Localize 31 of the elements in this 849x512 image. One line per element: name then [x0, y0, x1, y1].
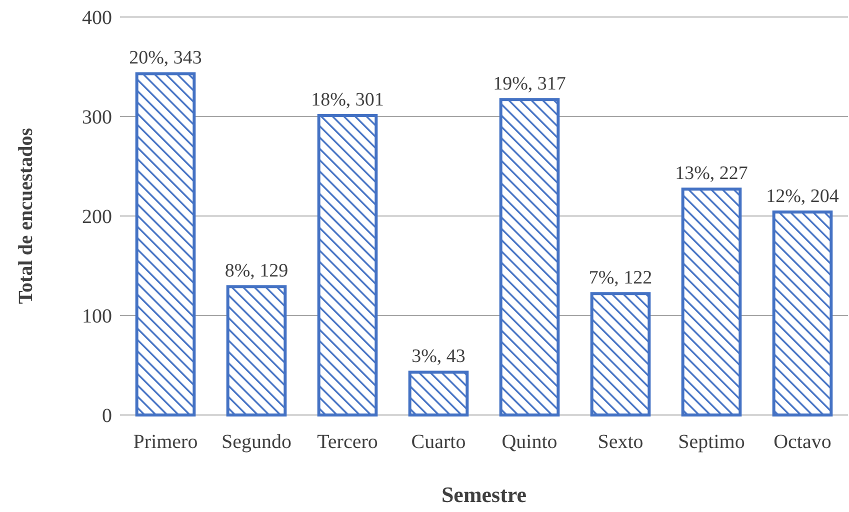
data-label: 7%, 122	[588, 268, 652, 289]
x-tick-label: Segundo	[222, 431, 292, 453]
bar	[772, 210, 833, 416]
x-tick-label: Septimo	[678, 431, 745, 453]
y-tick-label: 0	[102, 405, 112, 427]
y-tick-label: 400	[82, 7, 112, 29]
bar	[590, 292, 651, 416]
y-tick-label: 300	[82, 106, 112, 128]
x-tick-label: Tercero	[317, 431, 378, 453]
data-label: 3%, 43	[412, 346, 466, 368]
bar	[317, 114, 378, 416]
bar	[499, 98, 560, 416]
x-tick-label: Cuarto	[411, 431, 466, 453]
x-tick-label: Quinto	[502, 431, 558, 453]
data-label: 13%, 227	[675, 163, 748, 184]
x-tick-label: Primero	[133, 431, 198, 453]
x-tick-label: Octavo	[774, 431, 832, 453]
bar	[226, 285, 287, 416]
y-tick-label: 200	[82, 206, 112, 228]
bar	[408, 370, 469, 416]
bar	[135, 72, 196, 416]
y-tick-label: 100	[82, 306, 112, 328]
data-label: 18%, 301	[311, 90, 384, 111]
data-label: 12%, 204	[766, 186, 840, 208]
data-label: 20%, 343	[129, 48, 202, 69]
data-label: 8%, 129	[224, 260, 288, 282]
data-label: 19%, 317	[493, 74, 566, 95]
y-axis-title: Total de encuestados	[15, 128, 37, 304]
bar	[681, 188, 742, 416]
x-tick-label: Sexto	[598, 431, 644, 453]
x-axis-title: Semestre	[441, 482, 527, 507]
